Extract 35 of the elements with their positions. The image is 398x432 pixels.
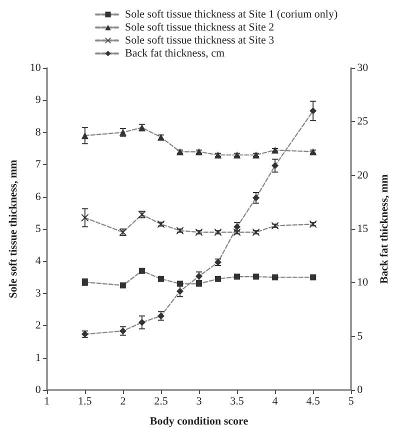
- legend-label: Sole soft tissue thickness at Site 1 (corium only): [125, 8, 338, 20]
- y-axis-title: Sole soft tissue thickness, mm: [8, 160, 20, 298]
- legend-label: Sole soft tissue thickness at Site 2: [125, 22, 274, 34]
- y-tick-label: 2: [35, 320, 41, 332]
- x-tick-label: 3: [196, 396, 202, 408]
- y-tick-label: 3: [35, 287, 42, 300]
- x-tick-label: 1: [44, 396, 50, 408]
- y2-tick-label: 0: [357, 384, 364, 396]
- y-tick-label: 9: [35, 94, 42, 106]
- y2-tick-label: 5: [357, 330, 364, 342]
- y-tick-label: 8: [35, 126, 42, 138]
- legend-label: Back fat thickness, cm: [125, 48, 226, 60]
- x-tick-label: 5: [348, 396, 354, 408]
- y2-tick-label: 30: [357, 62, 369, 74]
- y-tick-label: 4: [35, 255, 42, 268]
- x-tick-label: 2: [120, 396, 126, 408]
- x-tick-label: 4.5: [306, 396, 320, 408]
- y-tick-label: 5: [35, 223, 42, 235]
- y-tick-label: 7: [35, 158, 42, 171]
- y2-tick-label: 20: [357, 169, 369, 182]
- y2-tick-label: 10: [357, 276, 369, 289]
- x-tick-label: 2.5: [154, 396, 168, 408]
- legend-label: Sole soft tissue thickness at Site 3: [125, 34, 275, 46]
- x-axis-title: Body condition score: [150, 416, 248, 428]
- x-tick-label: 4: [272, 396, 278, 408]
- y2-tick-label: 25: [357, 116, 369, 128]
- point: [81, 214, 88, 222]
- x-tick-label: 3.5: [230, 396, 244, 408]
- y2-tick-label: 15: [357, 223, 369, 235]
- y-tick-label: 0: [35, 384, 42, 396]
- y-tick-label: 1: [35, 352, 41, 364]
- y-tick-label: 10: [30, 62, 42, 74]
- y-tick-label: 6: [35, 190, 42, 203]
- y2-axis-title: Back fat thickness, mm: [378, 174, 390, 284]
- x-tick-label: 1.5: [78, 396, 92, 408]
